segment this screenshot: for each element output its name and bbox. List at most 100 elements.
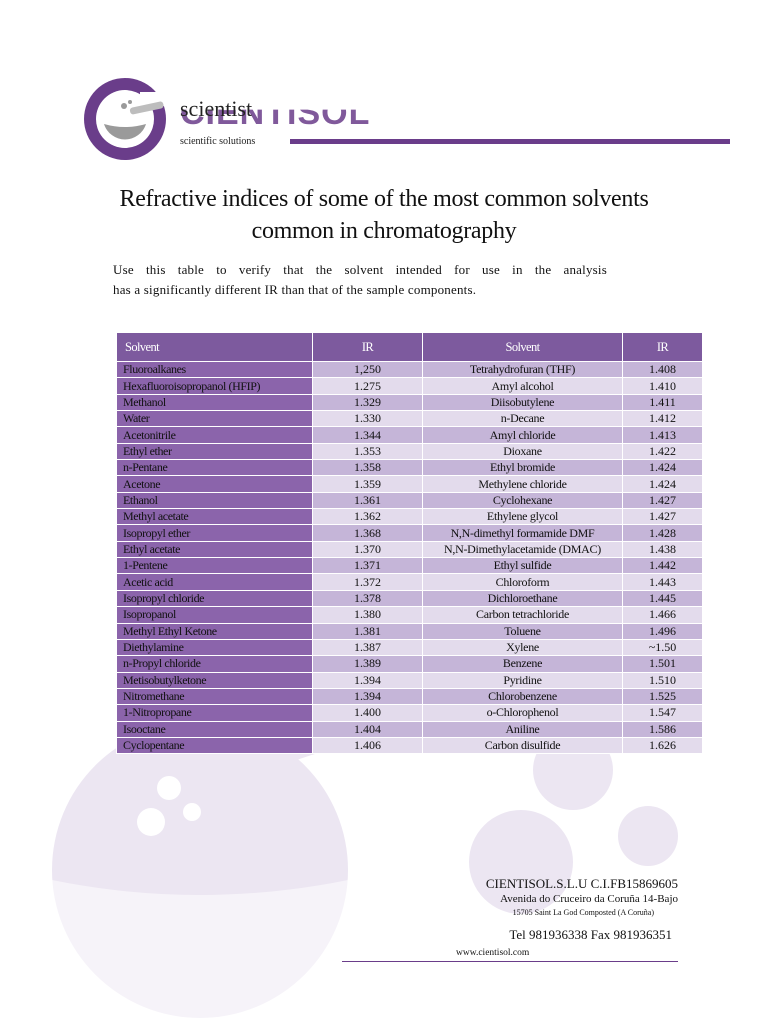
cell-ir: 1,250 (312, 360, 423, 379)
cell-ir: 1.275 (312, 377, 423, 395)
cell-solvent: Ethanol (116, 491, 313, 510)
cell-ir: 1.406 (312, 736, 423, 755)
cell-ir: 1.372 (312, 573, 423, 591)
cell-ir: 1.442 (622, 557, 703, 575)
cell-solvent: Hexafluoroisopropanol (HFIP) (116, 377, 313, 395)
cell-solvent: Acetonitrile (116, 426, 313, 444)
header-ir: IR (622, 332, 703, 362)
table-row: Isopropyl ether 1.368 N,N-dimethyl formami… (116, 524, 703, 542)
cell-solvent: n-Pentane (116, 459, 313, 477)
cell-ir: 1.547 (622, 704, 703, 722)
cell-solvent: Methyl Ethyl Ketone (116, 622, 313, 640)
cell-ir: 1.381 (312, 622, 423, 640)
cell-solvent: Methylene chloride (422, 475, 623, 493)
cell-solvent: Isopropanol (116, 606, 313, 624)
cell-ir: 1.413 (622, 426, 703, 444)
watermark-bubble (469, 810, 573, 914)
cell-solvent: Metisobutylketone (116, 671, 313, 689)
cell-solvent: Fluoroalkanes (116, 360, 313, 379)
table-body: Fluoroalkanes 1,250 Tetrahydrofuran (THF) 1… (116, 360, 703, 755)
table-row: Acetone 1.359 Methylene chloride 1.424 (116, 475, 703, 493)
watermark-bubble (137, 808, 165, 836)
cell-solvent: Chloroform (422, 573, 623, 591)
cell-ir: 1.361 (312, 491, 423, 510)
cell-ir: 1.424 (622, 475, 703, 493)
cell-ir: 1.380 (312, 606, 423, 624)
cell-ir: 1.344 (312, 426, 423, 444)
cell-ir: 1.329 (312, 393, 423, 412)
cell-ir: 1.389 (312, 655, 423, 673)
cell-ir: 1.626 (622, 736, 703, 755)
cell-solvent: Amyl alcohol (422, 377, 623, 395)
header-ir: IR (312, 332, 423, 362)
cell-solvent: Cyclopentane (116, 736, 313, 755)
cell-solvent: Carbon tetrachloride (422, 606, 623, 624)
table-row: Ethyl acetate 1.370 N,N-Dimethylacetamide … (116, 540, 703, 559)
cell-solvent: 1-Nitropropane (116, 704, 313, 722)
cell-solvent: Acetic acid (116, 573, 313, 591)
cell-solvent: n-Decane (422, 410, 623, 428)
company-address: Avenida do Cruceiro da Coruña 14-Bajo (500, 893, 678, 905)
page-title: Refractive indices of some of the most c… (90, 183, 678, 247)
intro-line-2: has a significantly different IR than th… (113, 282, 477, 297)
watermark-bubble (157, 776, 181, 800)
footer-rule (342, 961, 678, 962)
title-line-2: common in chromatography (251, 218, 517, 244)
cell-ir: 1.443 (622, 573, 703, 591)
logo-ghost-wordmark: CIENTISOL (180, 94, 371, 132)
table-row: Water 1.330 n-Decane 1.412 (116, 410, 703, 428)
cell-ir: 1.428 (622, 524, 703, 542)
cell-solvent: Nitromethane (116, 687, 313, 706)
table-row: Acetic acid 1.372 Chloroform 1.443 (116, 573, 703, 591)
refractive-index-table: Solvent IR Solvent IR Fluoroalkanes 1,250… (116, 332, 703, 755)
table-row: 1-Pentene 1.371 Ethyl sulfide 1.442 (116, 557, 703, 575)
table-row: Methyl acetate 1.362 Ethylene glycol 1.427 (116, 508, 703, 526)
cell-solvent: Ethyl acetate (116, 540, 313, 559)
cell-solvent: Tetrahydrofuran (THF) (422, 360, 623, 379)
cell-ir: 1.400 (312, 704, 423, 722)
table-row: n-Pentane 1.358 Ethyl bromide 1.424 (116, 459, 703, 477)
cell-solvent: Chlorobenzene (422, 687, 623, 706)
cell-ir: 1.510 (622, 671, 703, 689)
header-solvent: Solvent (422, 332, 623, 362)
company-city: 15705 Saint La God Composted (A Coruña) (512, 908, 654, 917)
cell-solvent: Diethylamine (116, 638, 313, 657)
table-row: Ethyl ether 1.353 Dioxane 1.422 (116, 442, 703, 461)
cell-ir: 1.404 (312, 720, 423, 738)
cell-ir: 1.438 (622, 540, 703, 559)
cell-solvent: Xylene (422, 638, 623, 657)
watermark-bubble (618, 806, 678, 866)
title-line-1: Refractive indices of some of the most c… (119, 186, 649, 212)
cell-ir: 1.496 (622, 622, 703, 640)
cell-solvent: Ethyl bromide (422, 459, 623, 477)
table-row: Ethanol 1.361 Cyclohexane 1.427 (116, 491, 703, 510)
cell-ir: 1.362 (312, 508, 423, 526)
cell-ir: 1.525 (622, 687, 703, 706)
cell-solvent: Amyl chloride (422, 426, 623, 444)
cell-solvent: N,N-dimethyl formamide DMF (422, 524, 623, 542)
watermark-bubble (183, 803, 201, 821)
table-row: Methanol 1.329 Diisobutylene 1.411 (116, 393, 703, 412)
cell-ir: 1.330 (312, 410, 423, 428)
cell-ir: 1.412 (622, 410, 703, 428)
cell-ir: 1.370 (312, 540, 423, 559)
cell-solvent: Isopropyl chloride (116, 589, 313, 608)
cell-solvent: Ethyl ether (116, 442, 313, 461)
cell-solvent: Water (116, 410, 313, 428)
cell-ir: 1.427 (622, 508, 703, 526)
cell-solvent: Toluene (422, 622, 623, 640)
cell-solvent: Methyl acetate (116, 508, 313, 526)
cell-solvent: Ethyl sulfide (422, 557, 623, 575)
logo-wordmark: scientist (180, 96, 253, 121)
cell-ir: 1.424 (622, 459, 703, 477)
table-row: Fluoroalkanes 1,250 Tetrahydrofuran (THF) 1… (116, 360, 703, 379)
cell-ir: 1.394 (312, 671, 423, 689)
cell-solvent: Diisobutylene (422, 393, 623, 412)
cell-ir: 1.445 (622, 589, 703, 608)
cell-ir: 1.586 (622, 720, 703, 738)
company-website[interactable]: www.cientisol.com (456, 948, 530, 958)
cell-solvent: o-Chlorophenol (422, 704, 623, 722)
cell-solvent: Aniline (422, 720, 623, 738)
cell-solvent: Acetone (116, 475, 313, 493)
